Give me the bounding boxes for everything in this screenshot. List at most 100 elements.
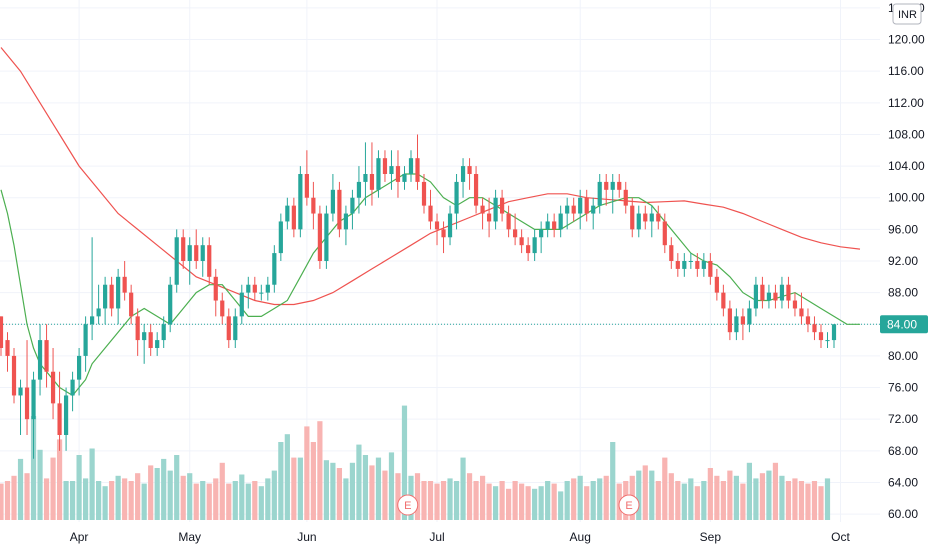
candle-body xyxy=(604,181,609,190)
candle-body xyxy=(116,276,121,309)
volume-bar xyxy=(83,478,89,520)
y-tick-label: 112.00 xyxy=(888,96,924,110)
volume-bar xyxy=(278,442,284,520)
candle xyxy=(669,237,674,269)
volume-bar xyxy=(297,457,303,520)
candle xyxy=(233,308,238,348)
candle xyxy=(246,276,251,309)
volume-bar xyxy=(141,483,147,520)
candle xyxy=(636,205,641,238)
volume-bar xyxy=(584,486,590,520)
candle-body xyxy=(747,308,752,325)
candle xyxy=(207,237,212,285)
volume-bar xyxy=(167,470,173,520)
volume-bar xyxy=(148,465,154,520)
volume-bar xyxy=(597,478,603,520)
candle xyxy=(50,348,56,420)
candle-body xyxy=(682,261,687,269)
candle-body xyxy=(428,205,433,222)
candle xyxy=(350,189,355,230)
candle xyxy=(643,205,648,230)
candle-body xyxy=(5,340,10,356)
candle xyxy=(142,324,147,364)
candle xyxy=(122,261,127,301)
candle xyxy=(812,316,817,341)
candle-body xyxy=(552,221,557,230)
volume-bar xyxy=(304,426,310,520)
candle-body xyxy=(96,308,101,317)
volume-bar xyxy=(17,458,24,520)
candle-body xyxy=(181,237,186,261)
candle-body xyxy=(695,261,700,269)
candle xyxy=(513,213,518,246)
volume-bar xyxy=(200,481,206,520)
candle xyxy=(532,229,537,261)
volume-bar xyxy=(519,483,525,520)
candle xyxy=(103,276,108,325)
candle xyxy=(259,284,264,301)
earnings-marker[interactable]: E xyxy=(397,494,419,516)
candle-body xyxy=(610,181,615,190)
candle xyxy=(675,253,680,277)
price-axis[interactable]: 60.00 64.00 68.00 72.00 76.00 80.00 84.00 88.00… xyxy=(888,1,925,521)
candle xyxy=(278,213,283,261)
candle-body xyxy=(539,229,544,238)
candle-body xyxy=(669,245,674,261)
candle xyxy=(610,174,615,214)
candle-body xyxy=(155,340,160,348)
candle xyxy=(623,181,628,214)
earnings-marker-circle xyxy=(397,494,419,516)
volume-bar xyxy=(213,478,219,520)
candle-body xyxy=(168,284,173,325)
volume-bar xyxy=(590,481,596,520)
volume-bar xyxy=(466,473,473,520)
candle-body xyxy=(643,213,648,222)
candle xyxy=(291,197,296,238)
candle xyxy=(825,332,830,348)
volume-bar xyxy=(115,475,121,520)
volume-bar xyxy=(551,483,557,520)
candle-body xyxy=(825,340,830,342)
candle-body xyxy=(773,292,778,301)
candle xyxy=(805,308,811,333)
candle xyxy=(369,142,375,206)
volume-bar xyxy=(707,468,713,520)
candle xyxy=(239,284,244,325)
volume-bar xyxy=(506,488,512,520)
candle xyxy=(44,324,49,388)
candle xyxy=(18,379,23,435)
candle-body xyxy=(708,261,713,277)
candle-body xyxy=(363,174,368,182)
candle-body xyxy=(324,213,329,261)
volume-bar xyxy=(226,483,232,520)
time-axis[interactable]: AprMayJunJulAugSepOct26 xyxy=(70,530,932,544)
candle-body xyxy=(24,387,30,420)
volume-bar xyxy=(525,486,531,520)
candle-body xyxy=(799,308,804,317)
candle xyxy=(792,292,798,317)
candle xyxy=(721,284,726,317)
candle xyxy=(584,189,589,222)
candle-body xyxy=(343,213,349,230)
volume-bar xyxy=(779,475,785,520)
candle-body xyxy=(103,284,108,309)
candle xyxy=(708,253,713,285)
earnings-marker[interactable]: E xyxy=(618,494,640,516)
candle xyxy=(252,276,257,301)
x-tick-label: May xyxy=(178,530,201,544)
candle xyxy=(285,197,290,230)
volume-bar xyxy=(479,475,486,520)
candle-body xyxy=(519,237,524,246)
currency-badge[interactable]: INR xyxy=(892,3,922,25)
volume-bar xyxy=(219,462,225,520)
candle xyxy=(343,205,349,246)
volume-bar xyxy=(603,475,609,520)
candle xyxy=(324,205,329,269)
candle xyxy=(617,174,622,198)
volume-bar xyxy=(727,470,733,520)
candle-body xyxy=(617,181,622,190)
candle-body xyxy=(753,284,759,309)
candle xyxy=(116,268,121,325)
y-tick-label: 68.00 xyxy=(888,444,918,458)
